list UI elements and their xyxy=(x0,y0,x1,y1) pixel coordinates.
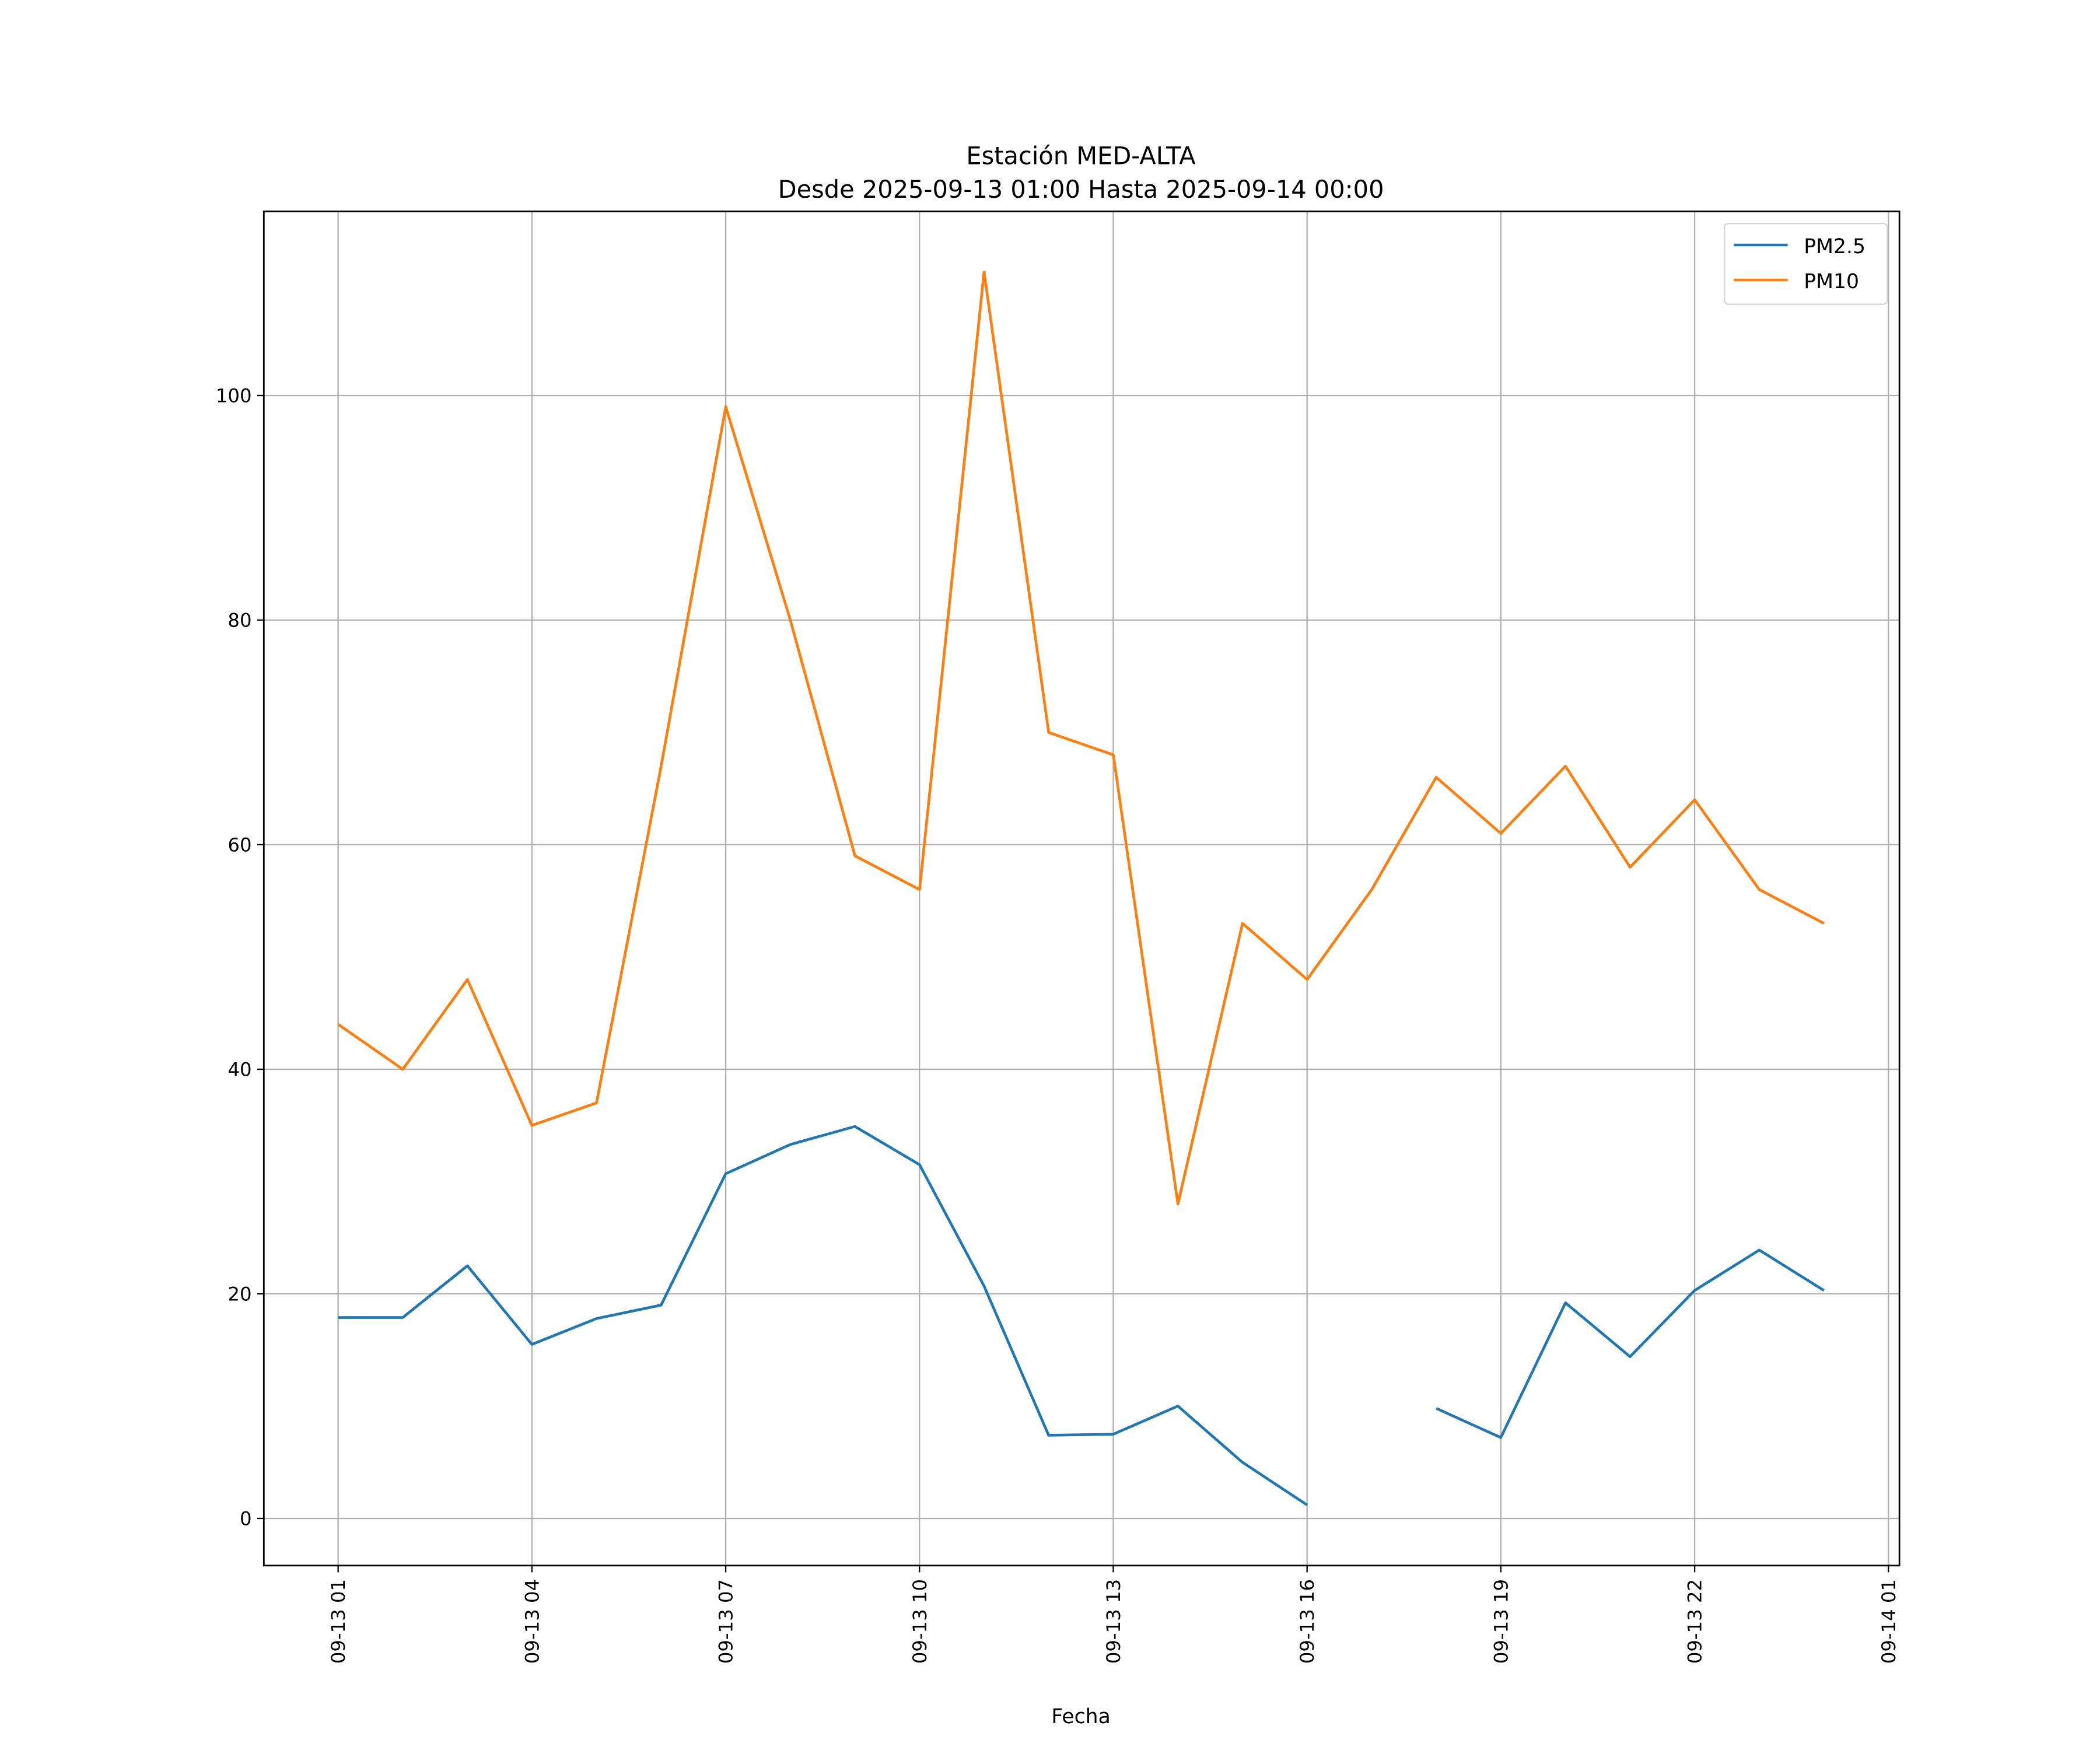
legend: PM2.5 PM10 xyxy=(1723,222,1888,305)
series-line-pm25 xyxy=(1436,1248,1825,1439)
series-line-pm10 xyxy=(337,270,1825,1206)
y-tick-label: 60 xyxy=(228,834,251,856)
x-tick-label: 09-13 13 xyxy=(1102,1579,1125,1664)
chart-title: Estación MED-ALTA xyxy=(966,142,1196,170)
x-tick-label: 09-13 16 xyxy=(1296,1579,1318,1664)
chart-subtitle: Desde 2025-09-13 01:00 Hasta 2025-09-14 … xyxy=(778,175,1384,204)
x-tick-label: 09-13 22 xyxy=(1684,1579,1706,1664)
plot-frame xyxy=(262,210,1901,1567)
y-tick-label: 80 xyxy=(228,610,251,632)
x-tick-label: 09-13 19 xyxy=(1490,1579,1512,1664)
x-tick-label: 09-13 07 xyxy=(715,1579,737,1664)
y-tick-label: 40 xyxy=(228,1059,251,1081)
grid xyxy=(264,211,1900,1566)
y-tick-label: 0 xyxy=(240,1508,252,1530)
y-tick-label: 100 xyxy=(216,385,252,407)
series-line-pm25 xyxy=(338,1125,1308,1506)
axis-ticks: 09-13 01 09-13 04 09-13 07 09-13 10 09-13 13… xyxy=(216,385,1900,1664)
series-lines xyxy=(337,270,1825,1506)
x-tick-label: 09-13 04 xyxy=(521,1579,543,1664)
y-tick-label: 20 xyxy=(228,1283,251,1306)
legend-label-pm25: PM2.5 xyxy=(1804,235,1866,258)
x-tick-label: 09-14 01 xyxy=(1878,1579,1900,1664)
x-tick-label: 09-13 10 xyxy=(909,1579,931,1664)
legend-label-pm10: PM10 xyxy=(1804,270,1859,293)
x-tick-label: 09-13 01 xyxy=(327,1579,349,1664)
x-axis-label: Fecha xyxy=(1051,1705,1110,1728)
